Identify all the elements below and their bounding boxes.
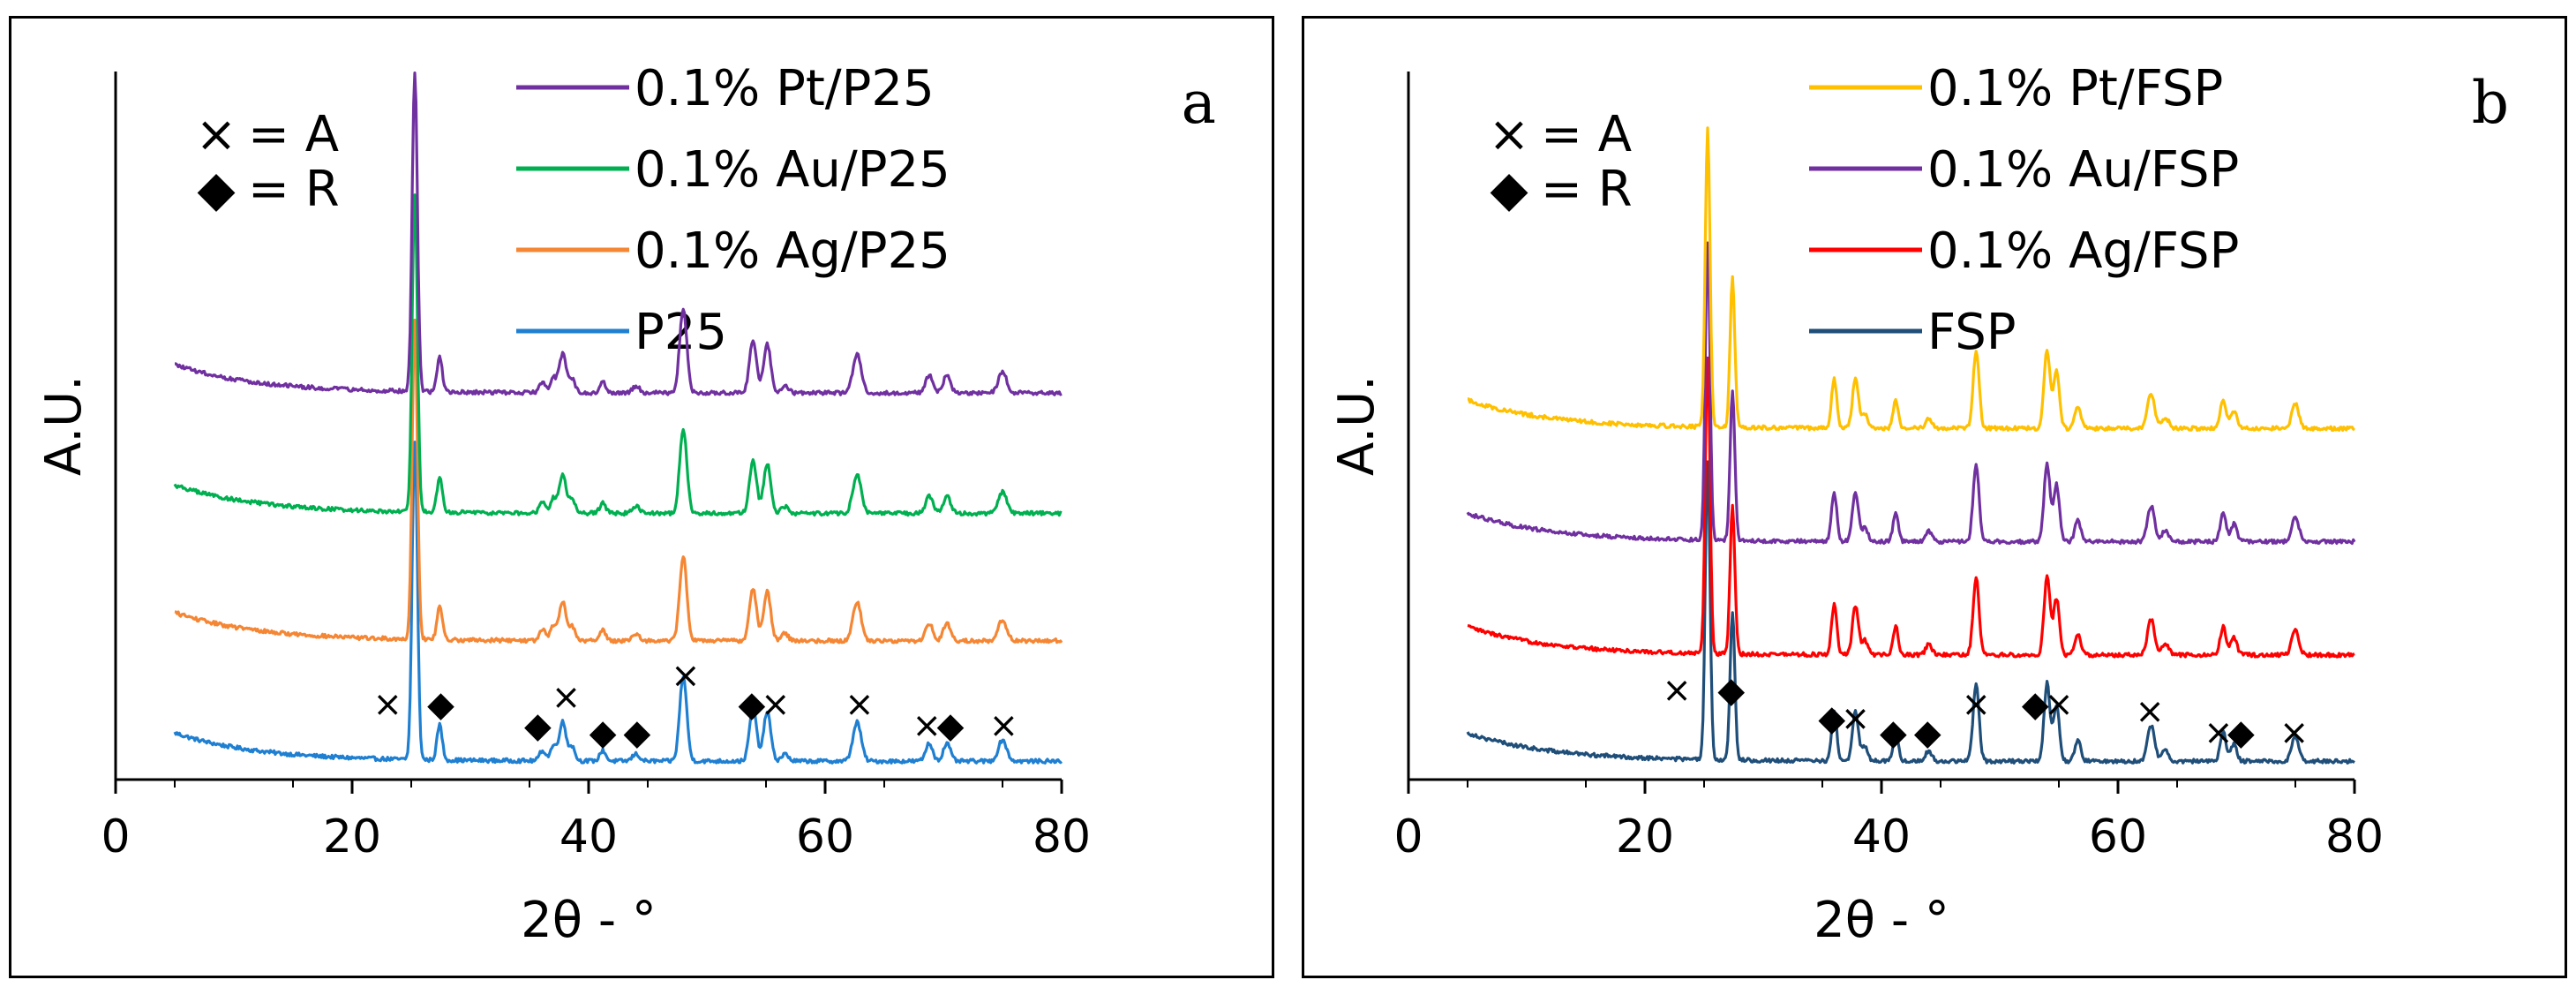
rutile-marker: ◆ [1880, 712, 1907, 753]
key-label: = A [1541, 106, 1632, 163]
x-axis-title: 2θ - ° [521, 892, 657, 949]
key-symbol: × [1489, 106, 1530, 163]
series-line [1466, 241, 2356, 546]
anatase-marker: × [671, 656, 701, 697]
anatase-marker: × [989, 705, 1019, 746]
anatase-marker: × [912, 705, 942, 746]
anatase-marker: × [1841, 698, 1871, 739]
anatase-marker: × [2044, 684, 2074, 725]
rutile-marker: ◆ [1717, 670, 1745, 711]
legend-label: 0.1% Au/FSP [1927, 141, 2239, 199]
key-label: = R [248, 161, 340, 218]
x-tick-label: 20 [1616, 810, 1674, 863]
panel-label: b [2472, 69, 2509, 137]
rutile-marker: ◆ [1818, 698, 1845, 739]
x-tick-label: 20 [323, 810, 381, 863]
x-tick-label: 0 [101, 810, 130, 863]
key-symbol: × [196, 106, 237, 163]
anatase-marker: × [2204, 712, 2234, 753]
anatase-marker: × [845, 684, 875, 725]
x-tick-label: 60 [2089, 810, 2147, 863]
series-line [173, 441, 1063, 765]
rutile-marker: ◆ [937, 705, 965, 746]
rutile-marker: ◆ [1914, 712, 1941, 753]
x-axis-title: 2θ - ° [1814, 892, 1949, 949]
rutile-marker: ◆ [2227, 712, 2255, 753]
rutile-marker: ◆ [427, 684, 454, 725]
legend-label: FSP [1927, 304, 2016, 361]
rutile-marker: ◆ [2022, 684, 2049, 725]
x-tick-label: 0 [1393, 810, 1423, 863]
rutile-marker: ◆ [624, 712, 651, 753]
legend-label: 0.1% Pt/P25 [635, 60, 935, 117]
x-tick-label: 60 [796, 810, 854, 863]
key-symbol: ◆ [1490, 161, 1528, 218]
anatase-marker: × [2135, 691, 2165, 732]
rutile-marker: ◆ [524, 705, 552, 746]
anatase-marker: × [2279, 712, 2309, 753]
legend-label: 0.1% Pt/FSP [1927, 60, 2223, 117]
x-tick-label: 40 [1852, 810, 1911, 863]
y-axis-title: A.U. [1328, 375, 1386, 476]
series-line [1467, 356, 2355, 659]
x-tick-label: 80 [1033, 810, 1091, 863]
series-line [1467, 126, 2355, 432]
series-line [174, 318, 1063, 644]
x-tick-label: 80 [2325, 810, 2384, 863]
chart-panel-a: 0 20 40 60 80 2θ - ° A.U. a × = A ◆ = R 0.1% Pt/P25 0… [9, 16, 1274, 978]
key-label: = R [1541, 161, 1633, 218]
y-axis-title: A.U. [35, 375, 93, 476]
legend-label: 0.1% Ag/P25 [635, 222, 950, 280]
series-line [1466, 460, 2355, 765]
anatase-marker: × [552, 677, 582, 718]
x-tick-label: 40 [560, 810, 618, 863]
anatase-marker: × [1961, 684, 1991, 725]
anatase-marker: × [372, 684, 402, 725]
series-line [173, 193, 1063, 517]
legend-label: 0.1% Ag/FSP [1927, 222, 2239, 280]
key-label: = A [248, 106, 339, 163]
panel-label: a [1182, 69, 1216, 137]
chart-panel-b: 0 20 40 60 80 2θ - ° A.U. b × = A ◆ = R 0.1% Pt/FSP 0… [1302, 16, 2567, 978]
rutile-marker: ◆ [590, 712, 617, 753]
rutile-marker: ◆ [739, 684, 766, 725]
anatase-marker: × [761, 684, 791, 725]
key-symbol: ◆ [197, 161, 235, 218]
series-line [174, 71, 1063, 396]
anatase-marker: × [1662, 670, 1692, 711]
legend-label: 0.1% Au/P25 [635, 141, 950, 199]
